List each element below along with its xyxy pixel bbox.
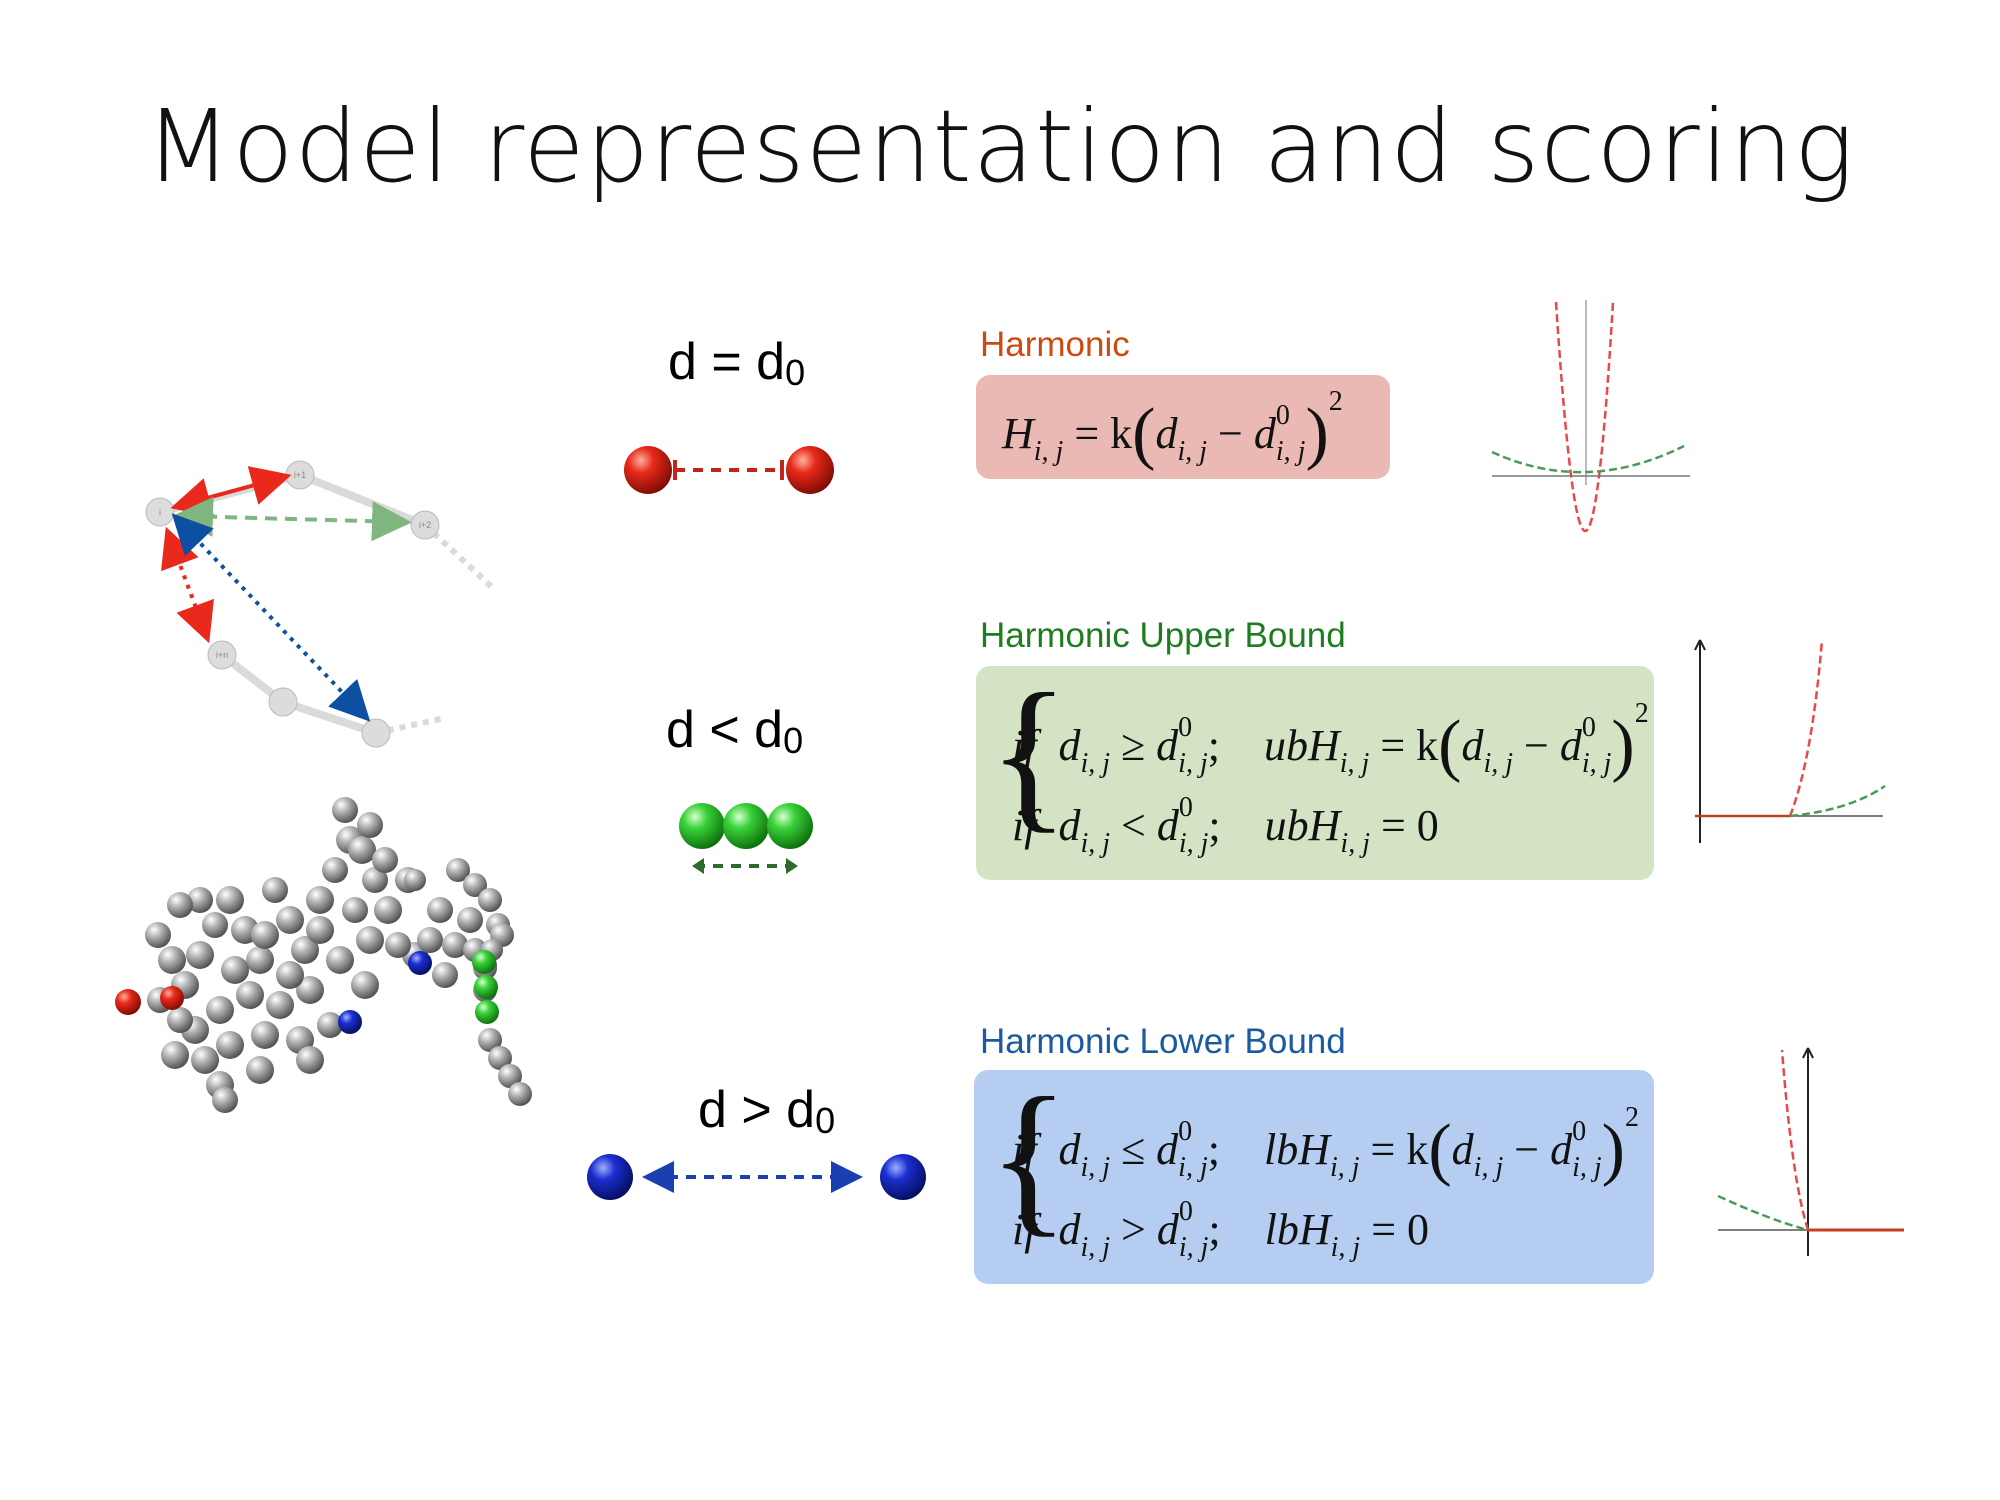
node-i-plus-2: i+2 [419,520,431,530]
upper-bound-graph [1694,639,1886,843]
protein-model [115,797,532,1113]
node-i-plus-1: i+1 [294,470,306,480]
lower-formula-line2: if di, j > d0i, j; lbHi, j = 0 [1012,1196,1430,1263]
harmonic-potential-graph [1491,300,1690,533]
less-distance-group [679,803,813,874]
condition-less: d < d0 [666,701,804,761]
greater-distance-pair [587,1154,926,1200]
upper-bound-formula-box [976,666,1654,880]
lower-bound-graph [1717,1047,1904,1256]
harmonic-formula: Hi, j = k(di, j − d0i, j)2 [1002,386,1343,472]
lower-bound-label: Harmonic Lower Bound [980,1022,1346,1061]
equal-distance-pair [624,446,834,494]
slide-title: Model representation and scoring [145,88,1855,205]
harmonic-formula-box [976,375,1390,479]
condition-equal: d = d0 [668,333,806,393]
harmonic-label: Harmonic [980,325,1130,364]
lower-formula-line1: if di, j ≤ d0i, j; lbHi, j = k(di, j − d… [1012,1102,1639,1188]
lower-bound-formula-box [974,1070,1654,1284]
node-i-plus-n: i+n [216,650,228,660]
upper-formula-line2: if di, j < d0i, j; ubHi, j = 0 [1012,792,1439,859]
lower-brace: { [988,1063,1070,1251]
upper-formula-line1: if di, j ≥ d0i, j; ubHi, j = k(di, j − d… [1012,698,1649,784]
node-i: i [159,507,161,517]
condition-greater: d > d0 [698,1081,836,1141]
upper-bound-label: Harmonic Upper Bound [980,616,1346,655]
upper-brace: { [988,659,1070,847]
chain-diagram: i i+1 i+2 i+n [145,460,498,748]
